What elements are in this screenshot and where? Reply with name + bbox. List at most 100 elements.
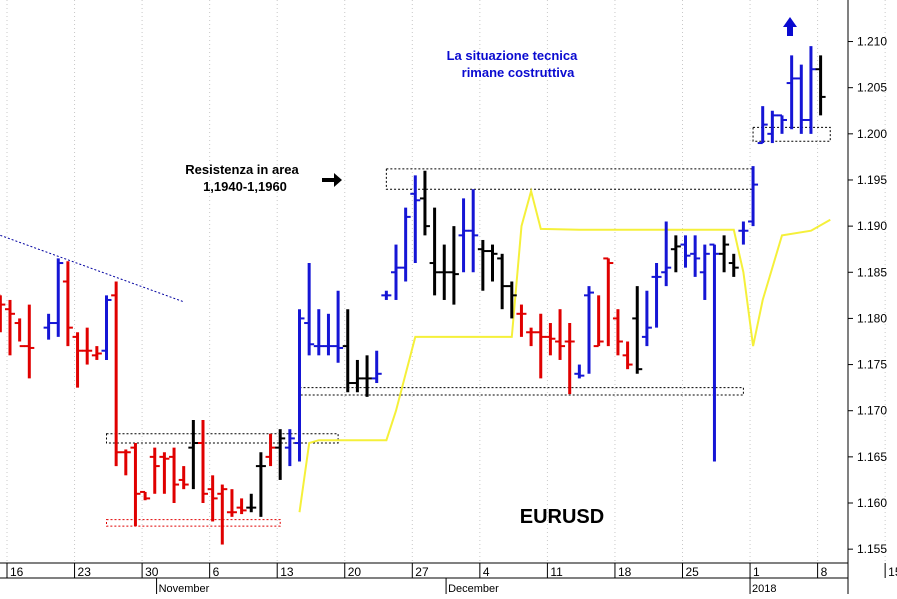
support-zone-1172 xyxy=(299,387,744,396)
y-tick-label: 1.190 xyxy=(857,219,887,233)
ohlc-bar xyxy=(169,447,180,504)
ohlc-bar xyxy=(468,189,479,273)
x-tick-label: 27 xyxy=(415,565,429,579)
technical-note-line1: La situazione tecnica xyxy=(447,48,579,63)
support-zone-1167 xyxy=(106,433,339,444)
ohlc-bar xyxy=(5,299,15,356)
ohlc-bar xyxy=(265,433,276,467)
ohlc-bar xyxy=(458,198,469,273)
ohlc-bar xyxy=(14,318,25,348)
ohlc-bar xyxy=(535,313,546,379)
ohlc-bar xyxy=(612,309,623,356)
ohlc-bar xyxy=(448,226,459,305)
ohlc-bar xyxy=(255,452,266,517)
ohlc-bar xyxy=(362,355,373,397)
ohlc-bar xyxy=(130,443,141,527)
ohlc-bar xyxy=(226,489,237,517)
bar-layer xyxy=(0,46,826,545)
ohlc-bar xyxy=(198,419,208,504)
arrow-up-icon xyxy=(783,17,797,36)
y-tick-label: 1.160 xyxy=(857,496,887,510)
ohlc-bar xyxy=(555,309,566,360)
resistance-label-line1: Resistenza in area xyxy=(185,162,299,177)
ohlc-bar xyxy=(82,327,93,365)
ohlc-bar xyxy=(275,429,286,480)
ohlc-bar xyxy=(545,323,556,356)
y-tick-label: 1.200 xyxy=(857,127,887,141)
ohlc-bar xyxy=(651,263,662,328)
ohlc-bar xyxy=(719,235,730,273)
ohlc-bar xyxy=(748,166,759,227)
ohlc-bar xyxy=(439,244,450,300)
ohlc-bar xyxy=(120,449,131,476)
month-label: December xyxy=(448,583,499,594)
ohlc-bar xyxy=(24,304,35,379)
ohlc-bar xyxy=(111,281,122,467)
arrow-right-icon xyxy=(322,173,342,187)
y-tick-label: 1.170 xyxy=(857,404,887,418)
x-tick-label: 4 xyxy=(483,565,490,579)
ohlc-bar xyxy=(526,327,537,347)
x-tick-label: 23 xyxy=(78,565,92,579)
ohlc-bar xyxy=(670,235,681,273)
ohlc-bar xyxy=(313,309,324,356)
chart-title: EURUSD xyxy=(520,506,604,528)
ohlc-bar xyxy=(497,253,508,310)
ohlc-bar xyxy=(477,239,488,291)
x-tick-label: 25 xyxy=(686,565,700,579)
ohlc-bar xyxy=(584,286,594,374)
ohlc-bar xyxy=(391,244,401,300)
y-tick-label: 1.205 xyxy=(857,81,887,95)
ohlc-bar xyxy=(661,221,672,287)
trendline xyxy=(0,234,184,303)
ohlc-bar xyxy=(294,309,305,462)
ohlc-bar xyxy=(815,55,826,116)
ohlc-bar xyxy=(622,341,633,370)
ohlc-bar xyxy=(91,346,102,360)
ohlc-bar xyxy=(342,309,353,393)
x-tick-label: 8 xyxy=(821,565,828,579)
ohlc-bar xyxy=(0,294,6,333)
ohlc-bar xyxy=(400,207,411,282)
support-zone-upper xyxy=(752,126,831,142)
ohlc-bar xyxy=(516,304,527,337)
x-tick-label: 16 xyxy=(10,565,24,579)
ohlc-bar xyxy=(680,235,691,268)
ohlc-bar xyxy=(371,350,382,384)
technical-note-line2: rimane costruttiva xyxy=(462,65,575,80)
ohlc-bar xyxy=(284,429,295,467)
ohlc-bar xyxy=(641,290,652,347)
line-layer xyxy=(0,187,831,513)
y-tick-label: 1.195 xyxy=(857,173,887,187)
x-tick-label: 20 xyxy=(348,565,362,579)
ohlc-bar xyxy=(699,244,710,300)
ohlc-bar xyxy=(323,313,334,356)
ohlc-bar xyxy=(786,55,797,130)
ohlc-bar xyxy=(159,452,170,494)
ohlc-bar xyxy=(333,290,344,363)
y-tick-label: 1.175 xyxy=(857,358,887,372)
y-tick-label: 1.155 xyxy=(857,542,887,556)
ohlc-bar xyxy=(304,263,315,356)
y-tick-label: 1.185 xyxy=(857,265,887,279)
ohlc-bar xyxy=(246,493,257,513)
y-tick-label: 1.165 xyxy=(857,450,887,464)
ohlc-bar xyxy=(72,332,83,388)
low-zone-1158 xyxy=(106,519,281,527)
ohlc-bar xyxy=(101,295,112,360)
resistance-label-line2: 1,1940-1,1960 xyxy=(203,179,287,194)
ohlc-bar xyxy=(62,261,73,347)
ohlc-bar xyxy=(738,221,749,245)
ohlc-bar xyxy=(777,114,787,134)
ohlc-bar xyxy=(207,475,218,522)
y-tick-label: 1.210 xyxy=(857,35,887,49)
x-tick-label: 11 xyxy=(550,565,563,579)
ohlc-bar xyxy=(429,207,440,296)
ohlc-bar xyxy=(487,244,498,282)
month-label: 2018 xyxy=(752,583,776,594)
ohlc-bar xyxy=(709,243,720,462)
ohlc-bar xyxy=(236,498,247,515)
